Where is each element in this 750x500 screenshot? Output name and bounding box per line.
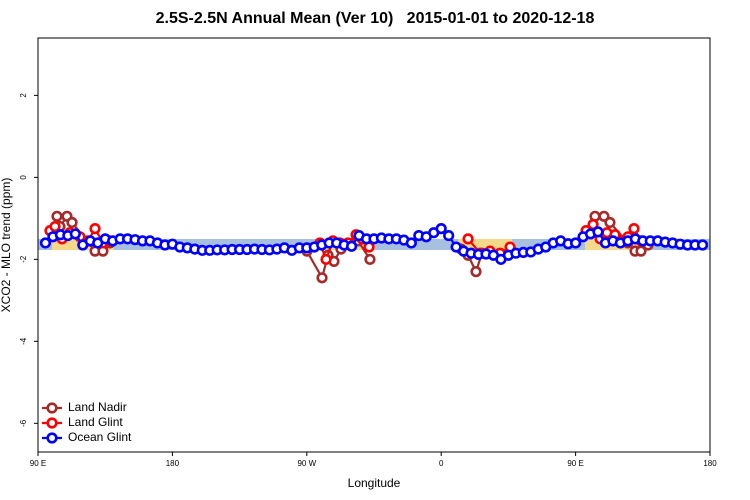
- y-tick-label: -4: [19, 337, 28, 345]
- y-tick-label: -2: [19, 255, 28, 263]
- x-axis-label: Longitude: [348, 476, 401, 490]
- x-tick-label: 180: [166, 459, 180, 468]
- point: [39, 237, 52, 249]
- point: [51, 210, 63, 222]
- y-tick-label: 0: [19, 175, 28, 180]
- legend-marker: [46, 417, 58, 429]
- point: [635, 245, 647, 257]
- point: [435, 223, 447, 235]
- plot-frame: [37, 37, 711, 453]
- y-tick-label: -6: [19, 419, 28, 427]
- chart-title: 2.5S-2.5N Annual Mean (Ver 10) 2015-01-0…: [156, 10, 595, 27]
- point: [364, 253, 376, 265]
- point: [470, 266, 482, 278]
- legend-marker: [46, 402, 58, 414]
- x-tick-label: 90 W: [297, 459, 316, 468]
- point: [89, 223, 101, 235]
- legend-marker: [46, 432, 58, 444]
- point: [696, 239, 709, 251]
- x-tick-label: 90 E: [567, 459, 583, 468]
- point: [69, 228, 81, 240]
- point: [592, 226, 604, 238]
- point: [587, 218, 599, 231]
- point: [66, 216, 78, 229]
- point: [443, 229, 455, 242]
- legend-label: Land Nadir: [68, 400, 127, 414]
- point: [569, 237, 582, 249]
- x-tick-label: 0: [439, 459, 444, 468]
- band: [458, 239, 512, 250]
- x-tick-label: 180: [703, 459, 717, 468]
- legend-label: Ocean Glint: [68, 430, 132, 444]
- point: [346, 240, 358, 252]
- point: [320, 253, 332, 265]
- legend-label: Land Glint: [68, 415, 123, 429]
- y-tick-label: 2: [19, 93, 28, 98]
- point: [49, 220, 61, 233]
- x-tick-label: 90 E: [30, 459, 46, 468]
- point: [405, 237, 417, 249]
- point: [628, 223, 640, 235]
- point: [604, 216, 616, 229]
- y-axis-label: XCO2 - MLO trend (ppm): [0, 178, 13, 313]
- point: [462, 233, 474, 245]
- point: [316, 272, 328, 284]
